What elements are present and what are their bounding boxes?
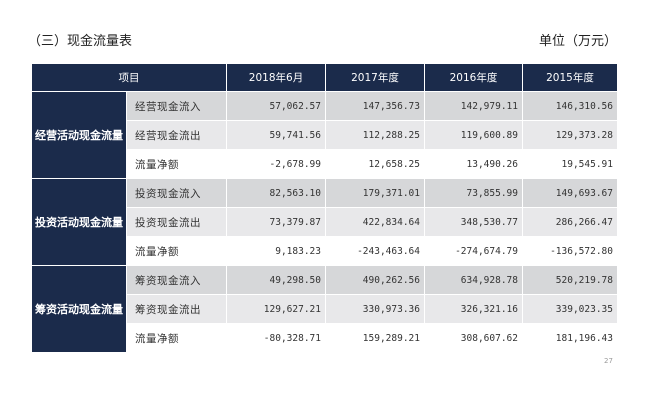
value-cell-2015: 339,023.35 — [522, 294, 618, 324]
value-cell-2018-06: 9,183.23 — [226, 236, 326, 266]
value-cell-2016: 142,979.11 — [424, 91, 523, 121]
header-period-2015: 2015年度 — [522, 63, 618, 92]
value-cell-2015: -136,572.80 — [522, 236, 618, 266]
row-label: 流量净额 — [126, 236, 227, 266]
row-label: 筹资现金流出 — [126, 294, 227, 324]
category-operating: 经营活动现金流量 — [31, 91, 127, 179]
table-row: 流量净额 -80,328.71 159,289.21 308,607.62 18… — [32, 323, 618, 353]
value-cell-2018-06: 82,563.10 — [226, 178, 326, 208]
value-cell-2016: 308,607.62 — [424, 323, 523, 353]
value-cell-2017: 12,658.25 — [325, 149, 425, 179]
row-label: 经营现金流出 — [126, 120, 227, 150]
category-investing: 投资活动现金流量 — [31, 178, 127, 266]
table-header-row: 项目 2018年6月 2017年度 2016年度 2015年度 — [31, 63, 618, 92]
value-cell-2017: 330,973.36 — [325, 294, 425, 324]
table-row: 筹资现金流出 129,627.21 330,973.36 326,321.16 … — [32, 294, 618, 324]
table-row: 筹资活动现金流量 筹资现金流入 49,298.50 490,262.56 634… — [31, 265, 618, 353]
value-cell-2016: 73,855.99 — [424, 178, 523, 208]
table-row: 流量净额 9,183.23 -243,463.64 -274,674.79 -1… — [32, 236, 618, 266]
value-cell-2018-06: 129,627.21 — [226, 294, 326, 324]
header-item: 项目 — [31, 63, 227, 92]
header-period-2016: 2016年度 — [424, 63, 523, 92]
value-cell-2017: -243,463.64 — [325, 236, 425, 266]
table-row: 投资活动现金流量 投资现金流入 82,563.10 179,371.01 73,… — [31, 178, 618, 266]
value-cell-2018-06: -80,328.71 — [226, 323, 326, 353]
value-cell-2016: 13,490.26 — [424, 149, 523, 179]
unit-label: 单位（万元） — [538, 34, 617, 49]
row-label: 投资现金流入 — [126, 178, 227, 208]
value-cell-2018-06: 49,298.50 — [226, 265, 326, 295]
value-cell-2015: 19,545.91 — [522, 149, 618, 179]
value-cell-2015: 181,196.43 — [522, 323, 618, 353]
value-cell-2017: 112,288.25 — [325, 120, 425, 150]
header-period-2017: 2017年度 — [325, 63, 425, 92]
table-row: 经营活动现金流量 经营现金流入 57,062.57 147,356.73 142… — [31, 91, 618, 179]
value-cell-2016: 326,321.16 — [424, 294, 523, 324]
value-cell-2018-06: 73,379.87 — [226, 207, 326, 237]
row-label: 流量净额 — [126, 323, 227, 353]
category-financing: 筹资活动现金流量 — [31, 265, 127, 353]
value-cell-2016: 348,530.77 — [424, 207, 523, 237]
page-number: 27 — [604, 357, 613, 365]
value-cell-2017: 147,356.73 — [325, 91, 425, 121]
value-cell-2017: 159,289.21 — [325, 323, 425, 353]
cash-flow-table: 项目 2018年6月 2017年度 2016年度 2015年度 经营活动现金流量… — [31, 63, 618, 353]
value-cell-2015: 286,266.47 — [522, 207, 618, 237]
value-cell-2018-06: 57,062.57 — [226, 91, 326, 121]
value-cell-2017: 179,371.01 — [325, 178, 425, 208]
cash-flow-table-container: 项目 2018年6月 2017年度 2016年度 2015年度 经营活动现金流量… — [31, 63, 618, 353]
value-cell-2015: 129,373.28 — [522, 120, 618, 150]
table-row: 投资现金流出 73,379.87 422,834.64 348,530.77 2… — [32, 207, 618, 237]
value-cell-2015: 520,219.78 — [522, 265, 618, 295]
value-cell-2018-06: 59,741.56 — [226, 120, 326, 150]
header-period-2018-06: 2018年6月 — [226, 63, 326, 92]
value-cell-2016: 634,928.78 — [424, 265, 523, 295]
row-label: 经营现金流入 — [126, 91, 227, 121]
row-label: 投资现金流出 — [126, 207, 227, 237]
value-cell-2017: 490,262.56 — [325, 265, 425, 295]
value-cell-2017: 422,834.64 — [325, 207, 425, 237]
row-label: 流量净额 — [126, 149, 227, 179]
value-cell-2018-06: -2,678.99 — [226, 149, 326, 179]
page-title: （三）现金流量表 — [28, 34, 133, 49]
value-cell-2015: 149,693.67 — [522, 178, 618, 208]
row-label: 筹资现金流入 — [126, 265, 227, 295]
table-row: 经营现金流出 59,741.56 112,288.25 119,600.89 1… — [32, 120, 618, 150]
value-cell-2016: -274,674.79 — [424, 236, 523, 266]
value-cell-2015: 146,310.56 — [522, 91, 618, 121]
value-cell-2016: 119,600.89 — [424, 120, 523, 150]
